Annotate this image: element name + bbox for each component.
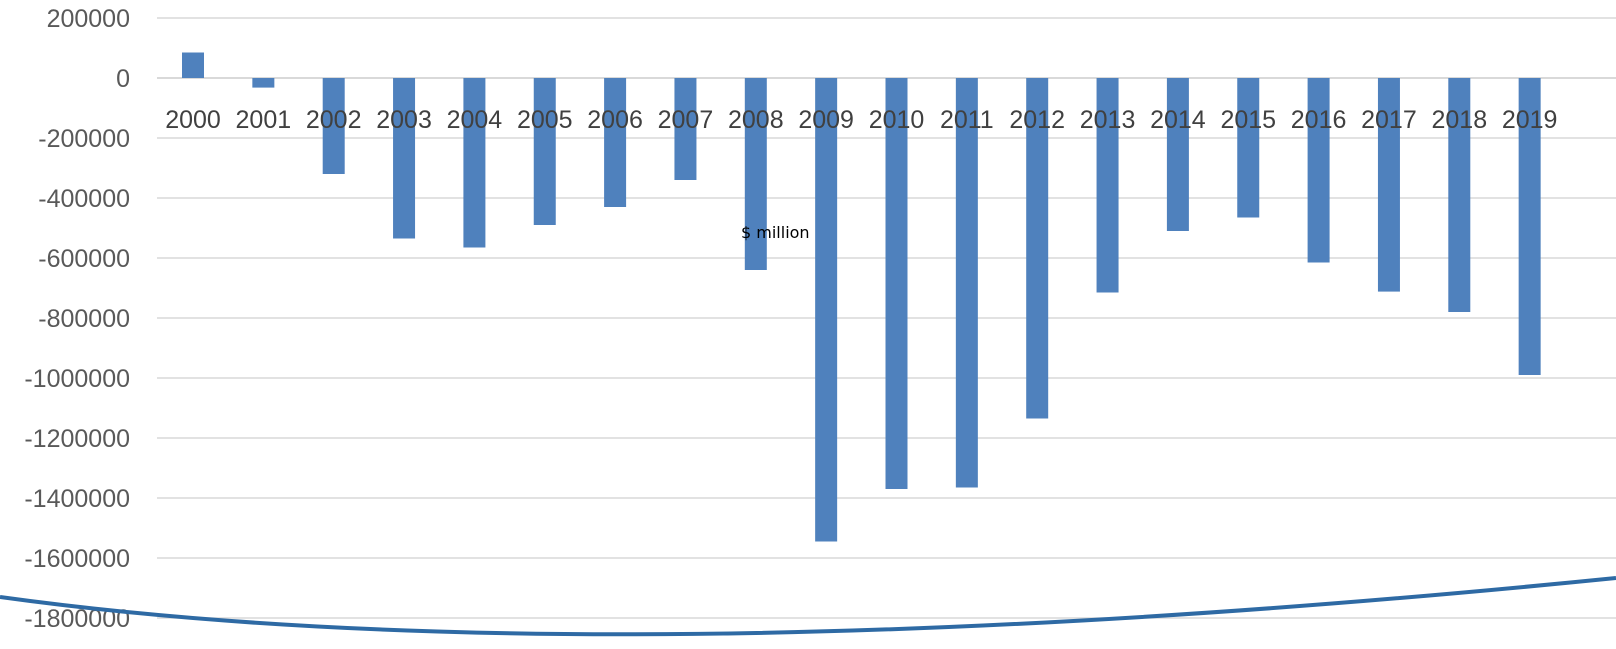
bar-2019 xyxy=(1518,78,1541,375)
x-tick-label: 2017 xyxy=(1361,106,1417,134)
x-tick-label: 2009 xyxy=(798,106,854,134)
bar-2017 xyxy=(1377,78,1400,292)
x-tick-label: 2006 xyxy=(587,106,643,134)
bars xyxy=(182,52,1541,542)
x-tick-label: 2008 xyxy=(728,106,784,134)
x-tick-label: 2000 xyxy=(165,106,221,134)
y-axis-tick-labels: 200000 0 -200000 -400000 -600000 -800000 -1000… xyxy=(24,5,130,633)
bar-2014 xyxy=(1166,78,1189,231)
bar-2006 xyxy=(604,78,627,207)
unit-label: $ million xyxy=(741,223,810,242)
x-axis-tick-labels: 2000 2001 2002 2003 2004 2005 2006 2007 2008 2009… xyxy=(165,106,1557,134)
bar-2015 xyxy=(1237,78,1260,218)
x-tick-label: 2001 xyxy=(236,106,292,134)
x-tick-label: 2013 xyxy=(1080,106,1136,134)
y-tick-label: -200000 xyxy=(38,125,130,153)
bar-2008 xyxy=(744,78,767,270)
x-tick-label: 2007 xyxy=(658,106,714,134)
x-tick-label: 2002 xyxy=(306,106,362,134)
y-tick-label: -800000 xyxy=(38,305,130,333)
x-tick-label: 2014 xyxy=(1150,106,1206,134)
y-tick-label: -1400000 xyxy=(24,485,130,513)
bar-2009 xyxy=(815,78,838,542)
bar-2000 xyxy=(182,52,204,78)
y-tick-label: -600000 xyxy=(38,245,130,273)
x-tick-label: 2004 xyxy=(447,106,503,134)
bar-2003 xyxy=(393,78,416,239)
x-tick-label: 2016 xyxy=(1291,106,1347,134)
bar-2001 xyxy=(252,78,275,88)
y-tick-label: -1600000 xyxy=(24,545,130,573)
bar-2010 xyxy=(885,78,908,489)
bar-2007 xyxy=(674,78,697,180)
bar-2011 xyxy=(955,78,978,488)
x-tick-label: 2015 xyxy=(1220,106,1276,134)
bar-2012 xyxy=(1026,78,1049,419)
x-tick-label: 2011 xyxy=(940,106,994,134)
y-tick-label: -1000000 xyxy=(24,365,130,393)
bar-2004 xyxy=(463,78,486,248)
x-tick-label: 2003 xyxy=(376,106,432,134)
bar-2016 xyxy=(1307,78,1330,263)
bar-2013 xyxy=(1096,78,1119,293)
bar-2002 xyxy=(322,78,345,174)
bar-2018 xyxy=(1448,78,1471,312)
decorative-curve xyxy=(0,576,1616,637)
y-tick-label: 0 xyxy=(116,65,130,93)
x-tick-label: 2018 xyxy=(1431,106,1487,134)
bar-2005 xyxy=(533,78,556,225)
y-tick-label: -400000 xyxy=(38,185,130,213)
x-tick-label: 2012 xyxy=(1009,106,1065,134)
y-tick-label: -1200000 xyxy=(24,425,130,453)
x-tick-label: 2005 xyxy=(517,106,573,134)
y-tick-label: 200000 xyxy=(47,5,130,33)
x-tick-label: 2019 xyxy=(1502,106,1558,134)
x-tick-label: 2010 xyxy=(869,106,925,134)
